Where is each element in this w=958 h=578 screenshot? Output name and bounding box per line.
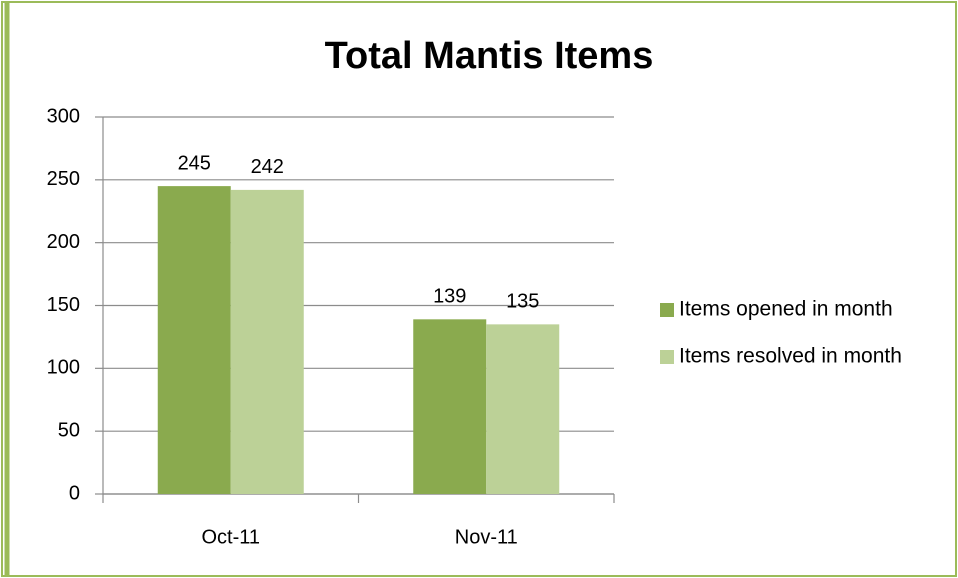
bar <box>413 319 487 494</box>
y-tick-label: 200 <box>47 231 80 253</box>
x-tick-label: Oct-11 <box>201 526 260 548</box>
chart-title: Total Mantis Items <box>325 35 654 77</box>
y-tick-label: 300 <box>47 105 80 127</box>
y-tick-label: 250 <box>47 168 80 190</box>
data-label: 245 <box>178 152 211 174</box>
bar <box>486 324 560 494</box>
x-tick-label: Nov-11 <box>455 526 518 548</box>
data-label: 242 <box>251 156 284 178</box>
legend-swatch <box>660 303 674 317</box>
y-tick-label: 100 <box>47 357 80 379</box>
bar <box>157 186 231 494</box>
legend-label: Items resolved in month <box>679 345 902 368</box>
data-label: 135 <box>506 291 539 313</box>
y-tick-label: 150 <box>47 294 80 316</box>
legend-swatch <box>660 350 674 364</box>
data-label: 139 <box>433 286 466 308</box>
bar <box>230 189 304 495</box>
y-tick-label: 0 <box>69 482 80 504</box>
legend-label: Items opened in month <box>679 298 893 321</box>
y-tick-label: 50 <box>58 419 80 441</box>
